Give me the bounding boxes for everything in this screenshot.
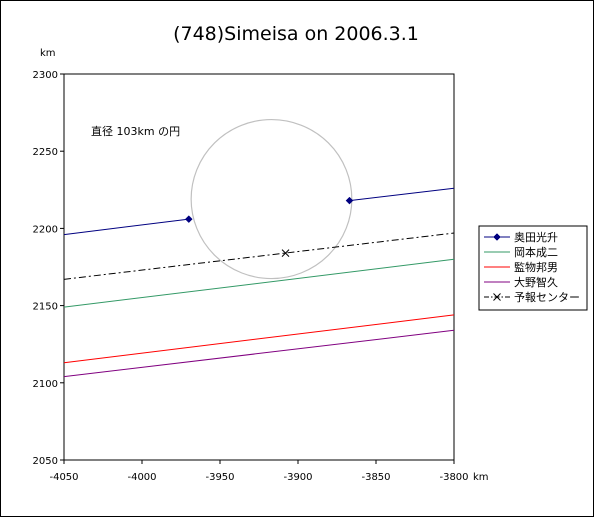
data-point — [345, 196, 354, 205]
legend-label: 監物邦男 — [514, 260, 558, 274]
y-tick-label: 2250 — [33, 147, 58, 158]
legend-item: 岡本成二 — [484, 245, 558, 259]
series-line — [349, 187, 455, 202]
circle-annotation: 直径 103km の円 — [91, 124, 180, 138]
legend-label: 予報センター — [514, 291, 580, 304]
y-tick-label: 2100 — [33, 379, 58, 390]
legend-label: 奥田光升 — [514, 230, 558, 244]
x-tick-label: -4050 — [49, 472, 78, 483]
series-line — [63, 329, 455, 378]
legend-label: 大野智久 — [514, 275, 558, 289]
series-series-4 — [63, 329, 455, 378]
y-tick-label: 2150 — [33, 302, 58, 313]
y-tick-label: 2300 — [33, 70, 58, 81]
series-line — [63, 314, 455, 364]
tick-layer: 2050 2100 2150 2200 2250 2300 -4050 -4000 -3950 -… — [33, 70, 469, 483]
x-tick-label: -3800 — [439, 472, 468, 483]
series-line — [63, 218, 189, 236]
plot-layer — [63, 118, 455, 378]
series-series-2 — [63, 258, 455, 308]
series-series-3 — [63, 314, 455, 364]
series-series-5 — [63, 232, 455, 280]
diameter-circle — [190, 118, 353, 280]
legend-label: 岡本成二 — [514, 245, 558, 259]
series-series-1 — [63, 187, 455, 236]
x-tick-label: -3900 — [283, 472, 312, 483]
legend-item: 奥田光升 — [484, 230, 558, 244]
chart-title: (748)Simeisa on 2006.3.1 — [173, 23, 419, 45]
y-tick-label: 2200 — [33, 224, 58, 235]
x-axis-unit: km — [473, 472, 489, 483]
series-line — [63, 258, 455, 308]
legend-marker — [493, 233, 501, 241]
legend-item: 大野智久 — [484, 275, 558, 289]
legend-marker — [493, 293, 501, 301]
data-point — [184, 215, 193, 223]
y-tick-label: 2050 — [33, 456, 58, 467]
x-tick-label: -3950 — [205, 472, 234, 483]
legend-item: 予報センター — [484, 291, 580, 304]
series-line — [63, 232, 455, 280]
legend-item: 監物邦男 — [484, 260, 558, 274]
y-axis-unit: km — [40, 48, 56, 59]
x-tick-label: -3850 — [361, 472, 390, 483]
x-tick-label: -4000 — [127, 472, 156, 483]
data-point — [281, 249, 290, 257]
